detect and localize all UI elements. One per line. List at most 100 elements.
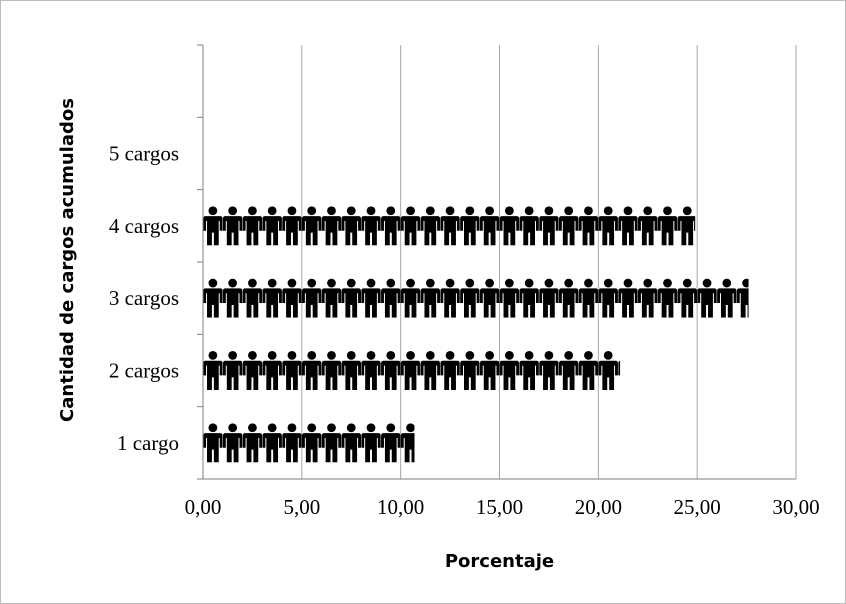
x-tick-label: 20,00 [575, 495, 622, 519]
x-tick-label: 0,00 [185, 495, 222, 519]
person-icon [578, 206, 599, 246]
bar [203, 206, 696, 246]
person-icon [381, 351, 401, 390]
person-icon [242, 351, 263, 390]
person-icon [440, 278, 460, 318]
person-icon [321, 423, 342, 463]
person-icon [479, 278, 500, 318]
person-icon [400, 206, 421, 246]
person-icon [657, 206, 678, 246]
person-icon [539, 278, 559, 318]
person-icon [598, 278, 618, 318]
person-icon [203, 278, 223, 318]
person-icon [301, 206, 322, 246]
person-icon [222, 423, 243, 463]
person-icon [262, 278, 282, 318]
person-icon [519, 278, 539, 318]
person-icon [677, 206, 696, 246]
person-icon [638, 278, 658, 318]
person-icon [400, 423, 415, 463]
y-axis-title: Cantidad de cargos acumulados [57, 98, 78, 422]
person-icon [262, 206, 282, 246]
person-icon [697, 278, 717, 318]
person-icon [460, 206, 480, 246]
person-icon [381, 423, 401, 463]
gridlines [301, 45, 797, 479]
person-icon [499, 278, 520, 318]
person-icon [558, 278, 579, 318]
bar [203, 278, 749, 318]
x-tick-label: 25,00 [674, 495, 721, 519]
y-tick-label: 4 cargos [109, 214, 179, 238]
person-icon [598, 351, 618, 390]
person-icon [341, 206, 361, 246]
person-icon [460, 278, 480, 318]
person-icon [420, 351, 441, 390]
person-icon [558, 351, 579, 390]
y-tick-label: 3 cargos [109, 286, 179, 310]
person-icon [618, 206, 638, 246]
y-tick-label: 5 cargos [109, 142, 179, 166]
person-icon [262, 351, 282, 390]
person-icon [420, 206, 441, 246]
person-icon [203, 351, 223, 390]
person-icon [361, 351, 381, 390]
person-icon [321, 278, 342, 318]
person-icon [460, 351, 480, 390]
person-icon [519, 351, 539, 390]
bars [203, 206, 749, 463]
person-icon [341, 351, 361, 390]
person-icon [440, 351, 460, 390]
person-icon [400, 351, 421, 390]
x-tick-label: 15,00 [476, 495, 523, 519]
person-icon [519, 206, 539, 246]
person-icon [282, 206, 302, 246]
person-icon [598, 206, 618, 246]
person-icon [479, 351, 500, 390]
person-icon [440, 206, 460, 246]
person-icon [558, 206, 579, 246]
person-icon [282, 423, 302, 463]
person-icon [677, 278, 698, 318]
person-icon [341, 423, 361, 463]
person-icon [341, 278, 361, 318]
person-icon [499, 206, 520, 246]
person-icon [361, 278, 381, 318]
person-icon [420, 278, 441, 318]
person-icon [203, 423, 223, 463]
person-icon [618, 278, 638, 318]
tick-labels: 0,00 5,00 10,00 15,00 20,00 25,00 30,00 1 cargo… [109, 142, 820, 520]
person-icon [222, 206, 243, 246]
person-icon [301, 423, 322, 463]
person-icon [361, 206, 381, 246]
person-icon [539, 206, 559, 246]
person-icon [242, 423, 263, 463]
person-icon [638, 206, 658, 246]
person-icon [301, 351, 322, 390]
person-icon [400, 278, 421, 318]
person-icon [301, 278, 322, 318]
person-icon [321, 206, 342, 246]
person-icon [222, 278, 243, 318]
x-tick-label: 5,00 [283, 495, 320, 519]
person-icon [222, 351, 243, 390]
person-icon [578, 278, 599, 318]
person-icon [282, 351, 302, 390]
person-icon [479, 206, 500, 246]
bar [203, 423, 415, 463]
person-icon [717, 278, 737, 318]
person-icon [321, 351, 342, 390]
y-tick-label: 1 cargo [117, 431, 179, 455]
person-icon [539, 351, 559, 390]
person-icon [262, 423, 282, 463]
bar [203, 351, 621, 390]
x-tick-label: 10,00 [377, 495, 424, 519]
x-axis-title: Porcentaje [445, 551, 554, 572]
x-tick-label: 30,00 [772, 495, 819, 519]
person-icon [736, 278, 749, 318]
person-icon [499, 351, 520, 390]
person-icon [242, 278, 263, 318]
y-tick-label: 2 cargos [109, 359, 179, 383]
